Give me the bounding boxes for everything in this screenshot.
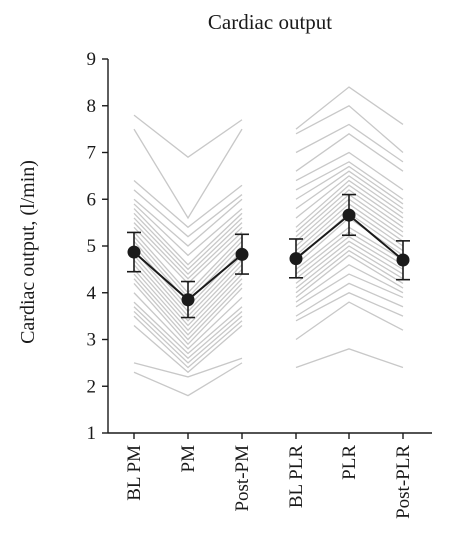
individual-line-plr-5 (295, 161, 404, 200)
individual-line-plr-19 (295, 231, 404, 275)
individual-line-plr-9 (295, 179, 404, 228)
individual-line-plr-25 (295, 263, 404, 303)
individual-line-pm-28 (133, 324, 243, 374)
individual-line-pm-18 (133, 264, 243, 327)
y-tick-label-5: 5 (87, 236, 97, 257)
y-tick-label-9: 9 (87, 49, 97, 70)
x-tick-label-0: BL PM (124, 445, 145, 501)
y-axis-label: Cardiac output, (l/min) (17, 160, 39, 344)
individual-line-pm-24 (133, 301, 243, 355)
individual-line-pm-6 (133, 208, 243, 266)
mean-point-3 (289, 252, 303, 266)
individual-line-pm-8 (133, 217, 243, 275)
individual-line-pm-19 (133, 268, 243, 332)
x-tick-label-3: BL PLR (286, 445, 307, 508)
individual-line-pm-26 (133, 310, 243, 364)
individual-line-pm-22 (133, 282, 243, 346)
individual-line-pm-20 (133, 273, 243, 336)
individual-line-pm-9 (133, 222, 243, 280)
mean-point-0 (127, 245, 141, 259)
individual-line-pm-2 (133, 180, 243, 229)
mean-point-5 (396, 253, 410, 267)
y-tick-label-8: 8 (87, 96, 97, 117)
chart-title: Cardiac output (207, 10, 333, 34)
y-tick-label-2: 2 (87, 376, 97, 397)
individual-line-pm-25 (133, 306, 243, 360)
individual-line-plr-21 (295, 240, 404, 284)
individual-line-pm-5 (133, 203, 243, 257)
individual-line-pm-21 (133, 278, 243, 341)
individual-line-plr-8 (295, 175, 404, 219)
individual-line-plr-20 (295, 235, 404, 280)
individual-line-plr-26 (295, 273, 404, 308)
mean-point-4 (342, 208, 356, 222)
y-tick-label-7: 7 (87, 143, 97, 164)
individual-line-plr-2 (295, 123, 404, 163)
individual-line-pm-3 (133, 189, 243, 238)
y-tick-label-3: 3 (87, 330, 97, 351)
mean-point-1 (181, 293, 195, 307)
individual-line-pm-30 (133, 362, 243, 397)
x-tick-label-5: Post-PLR (393, 445, 414, 519)
individual-line-pm-23 (133, 292, 243, 350)
x-tick-label-2: Post-PM (232, 445, 253, 512)
individual-line-pm-1 (133, 128, 243, 220)
individual-line-plr-10 (295, 184, 404, 233)
x-tick-label-1: PM (178, 445, 199, 473)
individual-line-plr-11 (295, 189, 404, 238)
individual-line-plr-27 (295, 282, 404, 317)
individual-line-plr-30 (295, 348, 404, 369)
individual-line-pm-29 (133, 357, 243, 378)
individual-line-plr-24 (295, 254, 404, 298)
y-tick-label-1: 1 (87, 423, 97, 444)
individual-line-plr-29 (295, 301, 404, 341)
individual-line-pm-27 (133, 315, 243, 369)
individual-line-plr-1 (295, 104, 404, 153)
individual-line-plr-22 (295, 245, 404, 289)
individual-line-plr-28 (295, 292, 404, 322)
x-tick-label-4: PLR (339, 445, 360, 480)
individual-line-plr-7 (295, 170, 404, 210)
individual-line-plr-6 (295, 165, 404, 205)
y-tick-label-4: 4 (87, 283, 97, 304)
individual-line-plr-0 (295, 86, 404, 130)
individual-line-pm-4 (133, 198, 243, 247)
individual-line-pm-7 (133, 212, 243, 271)
individual-line-plr-4 (295, 151, 404, 191)
mean-point-2 (235, 247, 249, 261)
individual-line-pm-17 (133, 259, 243, 322)
individual-line-plr-23 (295, 249, 404, 294)
individual-line-pm-0 (133, 114, 243, 158)
y-tick-label-6: 6 (87, 189, 97, 210)
individual-line-plr-3 (295, 133, 404, 172)
